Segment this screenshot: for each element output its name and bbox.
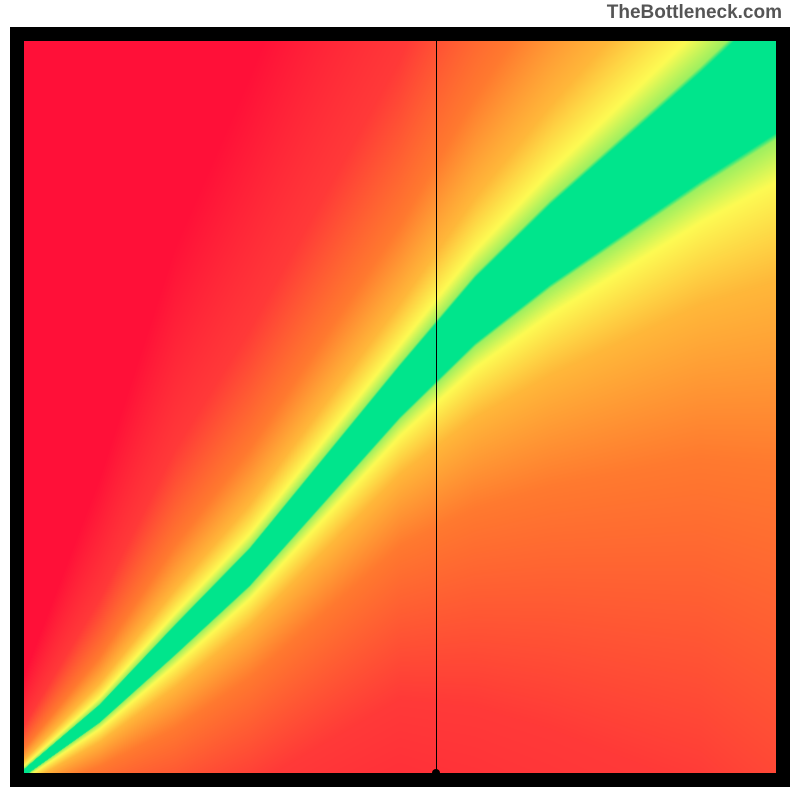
plot-area bbox=[24, 41, 776, 773]
heatmap-canvas bbox=[24, 41, 776, 773]
crosshair-horizontal bbox=[24, 773, 776, 774]
crosshair-marker-dot bbox=[432, 769, 440, 777]
watermark-text: TheBottleneck.com bbox=[607, 2, 782, 24]
crosshair-vertical bbox=[436, 41, 437, 773]
plot-border bbox=[10, 27, 790, 787]
